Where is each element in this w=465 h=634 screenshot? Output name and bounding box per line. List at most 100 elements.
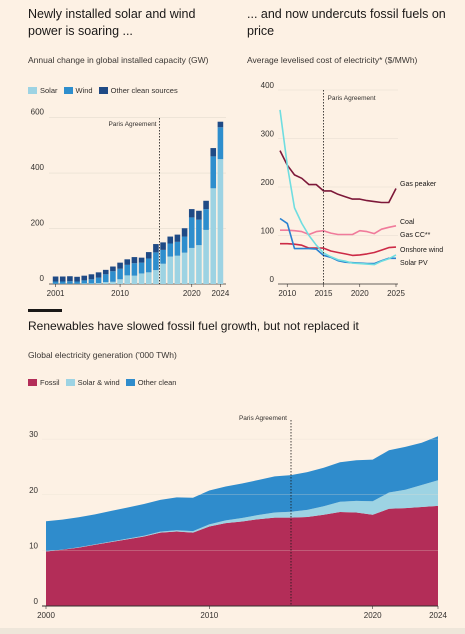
line-xtick-label: 2025: [387, 289, 405, 298]
legend-swatch-wind: [63, 87, 73, 94]
bar-ytick-label: 200: [31, 219, 45, 228]
area-ytick-label: 10: [29, 541, 38, 550]
bar-wind-2024: [217, 127, 224, 160]
bar-other-clean-sources-2001: [52, 276, 59, 282]
legend-label-solar-wind: Solar & wind: [77, 378, 120, 387]
bar-wind-2005: [81, 280, 88, 284]
bar-wind-2018: [174, 241, 181, 256]
legend-label-fossil: Fossil: [40, 378, 60, 387]
bar-solar-2022: [203, 229, 209, 284]
top-left-title: Newly installed solar and wind power is …: [28, 6, 238, 40]
legend-swatch-fossil: [28, 379, 37, 386]
bar-solar-2005: [81, 283, 88, 284]
bar-solar-2014: [145, 272, 152, 284]
legend-swatch-solar-wind: [65, 379, 75, 386]
series-label-solar-pv: Solar PV: [400, 260, 428, 267]
area-xtick-label: 2020: [364, 611, 382, 620]
area-xtick-label: 2010: [200, 611, 218, 620]
line-xtick-label: 2010: [278, 289, 296, 298]
legend-swatch-solar: [28, 87, 37, 94]
legend-item-other-clean: Other clean: [125, 378, 177, 387]
bar-solar-2017: [167, 256, 174, 284]
legend-label-solar: Solar: [40, 86, 58, 95]
bar-other-clean-sources-2022: [203, 200, 209, 210]
legend-label-other-clean: Other clean: [137, 378, 177, 387]
bar-solar-2015: [153, 270, 159, 284]
legend-label-wind: Wind: [75, 86, 93, 95]
legend-label-other-clean-sources: Other clean sources: [110, 86, 178, 95]
bar-ytick-label: 0: [40, 274, 45, 283]
legend-item-wind: Wind: [63, 86, 93, 95]
bar-wind-2002: [59, 281, 66, 284]
top-left-title-line1: Newly installed solar and wind: [28, 7, 196, 21]
top-right-title-line1: ... and now undercuts fossil fuels on: [247, 7, 446, 21]
bar-solar-2006: [88, 283, 95, 284]
bar-other-clean-sources-2020: [188, 209, 195, 218]
bar-wind-2019: [181, 236, 188, 253]
series-label-onshore-wind: Onshore wind: [400, 247, 443, 254]
line-xtick-label: 2020: [351, 289, 369, 298]
bar-other-clean-sources-2010: [117, 262, 123, 269]
top-right-title: ... and now undercuts fossil fuels on pr…: [247, 6, 462, 40]
top-left-subtitle: Annual change in global installed capaci…: [28, 55, 209, 65]
bar-other-clean-sources-2009: [110, 266, 116, 272]
bar-other-clean-sources-2015: [153, 244, 159, 253]
bar-paris-label: Paris Agreement: [108, 121, 156, 128]
bar-wind-2004: [74, 281, 80, 284]
bar-solar-2009: [110, 281, 116, 284]
line-xtick-label: 2015: [315, 289, 333, 298]
line-ytick-label: 400: [261, 81, 275, 90]
bar-xtick-label: 2001: [47, 289, 65, 298]
bottom-scroll-bar: [0, 628, 465, 634]
bar-solar-2013: [138, 273, 145, 284]
bar-other-clean-sources-2017: [167, 236, 174, 244]
bar-wind-2003: [67, 281, 73, 284]
area-paris-label: Paris Agreement: [239, 415, 287, 422]
legend-item-other-clean-sources: Other clean sources: [98, 86, 178, 95]
bar-other-clean-sources-2021: [196, 210, 202, 220]
bar-wind-2013: [138, 262, 145, 274]
bar-other-clean-sources-2007: [95, 272, 102, 278]
bar-solar-2020: [188, 247, 195, 284]
bar-wind-2022: [203, 209, 209, 230]
bar-wind-2021: [196, 219, 202, 246]
bar-other-clean-sources-2006: [88, 274, 95, 280]
top-left-title-line2: power is soaring ...: [28, 24, 133, 38]
bar-wind-2006: [88, 279, 95, 284]
bar-other-clean-sources-2024: [217, 121, 224, 128]
series-line-solar-pv: [279, 109, 397, 266]
line-ytick-label: 100: [261, 227, 275, 236]
bar-solar-2012: [131, 275, 138, 284]
line-ytick-label: 0: [270, 275, 275, 284]
bar-wind-2016: [160, 249, 166, 264]
legend-swatch-other-clean-sources: [98, 87, 108, 94]
bar-xtick-label: 2024: [212, 289, 230, 298]
section-divider: [28, 309, 62, 312]
bar-solar-2019: [181, 252, 188, 284]
legend-item-solar-wind: Solar & wind: [65, 378, 120, 387]
line-ytick-label: 300: [261, 130, 275, 139]
bar-solar-2024: [217, 159, 224, 284]
bar-other-clean-sources-2019: [181, 228, 188, 237]
bar-wind-2023: [210, 156, 217, 189]
series-label-coal: Coal: [400, 219, 415, 226]
bar-wind-2012: [131, 263, 138, 276]
bar-other-clean-sources-2003: [67, 276, 73, 282]
bar-solar-2007: [95, 283, 102, 284]
top-left-legend: Solar Wind Other clean sources: [28, 86, 178, 95]
bar-other-clean-sources-2002: [59, 276, 66, 282]
bar-other-clean-sources-2013: [138, 257, 145, 263]
bar-solar-2010: [117, 279, 123, 284]
bar-wind-2017: [167, 243, 174, 257]
top-right-subtitle: Average levelised cost of electricity* (…: [247, 55, 418, 65]
bar-xtick-label: 2020: [183, 289, 201, 298]
bar-ytick-label: 400: [31, 163, 45, 172]
legend-item-solar: Solar: [28, 86, 58, 95]
bar-solar-2011: [124, 275, 131, 284]
area-ytick-label: 20: [29, 486, 38, 495]
series-line-gas-peaker: [279, 150, 397, 204]
area-xtick-label: 2000: [37, 611, 55, 620]
